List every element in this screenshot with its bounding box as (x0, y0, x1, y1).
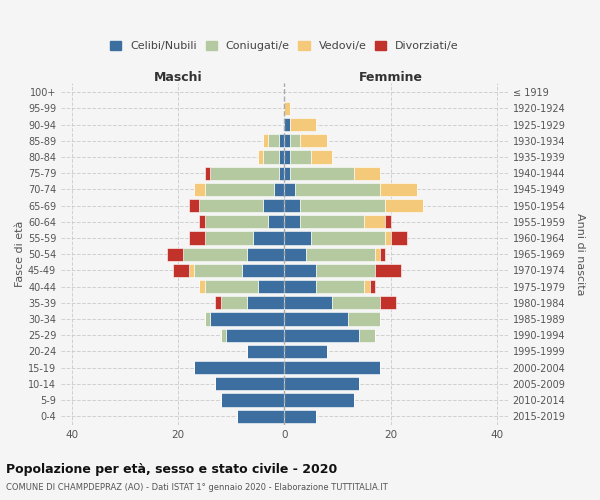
Bar (242, 264, 284, 277)
Bar (268, 215, 284, 228)
Bar (188, 199, 199, 212)
Bar (205, 232, 253, 244)
Bar (258, 280, 284, 293)
Bar (263, 199, 284, 212)
Bar (205, 280, 258, 293)
Bar (284, 361, 380, 374)
Legend: Celibi/Nubili, Coniugati/e, Vedovi/e, Divorziati/e: Celibi/Nubili, Coniugati/e, Vedovi/e, Di… (110, 41, 459, 51)
Bar (284, 215, 301, 228)
Text: Popolazione per età, sesso e stato civile - 2020: Popolazione per età, sesso e stato civil… (6, 462, 337, 475)
Bar (332, 296, 380, 310)
Bar (205, 215, 268, 228)
Bar (305, 248, 375, 261)
Bar (279, 134, 284, 147)
Bar (301, 199, 385, 212)
Bar (290, 150, 311, 164)
Bar (215, 377, 284, 390)
Bar (380, 296, 396, 310)
Bar (311, 150, 332, 164)
Bar (284, 166, 290, 180)
Text: COMUNE DI CHAMPDEPRAZ (AO) - Dati ISTAT 1° gennaio 2020 - Elaborazione TUTTITALI: COMUNE DI CHAMPDEPRAZ (AO) - Dati ISTAT … (6, 482, 388, 492)
Bar (221, 296, 247, 310)
Bar (194, 264, 242, 277)
Bar (221, 394, 284, 406)
Bar (301, 215, 364, 228)
Bar (268, 134, 279, 147)
Bar (364, 215, 385, 228)
Bar (199, 215, 205, 228)
Bar (353, 166, 380, 180)
Bar (301, 134, 327, 147)
Bar (274, 183, 284, 196)
Text: Femmine: Femmine (359, 71, 423, 84)
Y-axis label: Anni di nascita: Anni di nascita (575, 213, 585, 296)
Bar (284, 248, 305, 261)
Bar (295, 183, 380, 196)
Bar (205, 166, 210, 180)
Bar (364, 280, 370, 293)
Y-axis label: Fasce di età: Fasce di età (15, 221, 25, 288)
Bar (375, 264, 401, 277)
Bar (359, 328, 375, 342)
Bar (380, 248, 385, 261)
Bar (184, 248, 247, 261)
Bar (385, 232, 391, 244)
Bar (284, 134, 290, 147)
Bar (194, 361, 284, 374)
Bar (290, 166, 353, 180)
Bar (385, 199, 423, 212)
Bar (210, 166, 279, 180)
Bar (284, 345, 327, 358)
Bar (263, 150, 279, 164)
Bar (284, 118, 290, 132)
Bar (284, 102, 290, 115)
Bar (284, 394, 353, 406)
Bar (188, 232, 205, 244)
Bar (284, 232, 311, 244)
Bar (380, 183, 418, 196)
Bar (391, 232, 407, 244)
Bar (221, 328, 226, 342)
Bar (316, 280, 364, 293)
Bar (385, 215, 391, 228)
Bar (236, 410, 284, 423)
Bar (258, 150, 263, 164)
Bar (194, 183, 205, 196)
Bar (247, 296, 284, 310)
Bar (284, 328, 359, 342)
Bar (188, 264, 194, 277)
Bar (226, 328, 284, 342)
Bar (199, 199, 263, 212)
Bar (290, 118, 316, 132)
Bar (284, 264, 316, 277)
Bar (375, 248, 380, 261)
Bar (279, 166, 284, 180)
Text: Maschi: Maschi (154, 71, 202, 84)
Bar (284, 183, 295, 196)
Bar (253, 232, 284, 244)
Bar (284, 377, 359, 390)
Bar (210, 312, 284, 326)
Bar (370, 280, 375, 293)
Bar (284, 280, 316, 293)
Bar (247, 248, 284, 261)
Bar (199, 280, 205, 293)
Bar (311, 232, 385, 244)
Bar (205, 312, 210, 326)
Bar (247, 345, 284, 358)
Bar (284, 199, 301, 212)
Bar (284, 410, 316, 423)
Bar (279, 150, 284, 164)
Bar (173, 264, 188, 277)
Bar (284, 150, 290, 164)
Bar (167, 248, 184, 261)
Bar (290, 134, 301, 147)
Bar (348, 312, 380, 326)
Bar (284, 296, 332, 310)
Bar (205, 183, 274, 196)
Bar (316, 264, 375, 277)
Bar (215, 296, 221, 310)
Bar (263, 134, 268, 147)
Bar (284, 312, 348, 326)
